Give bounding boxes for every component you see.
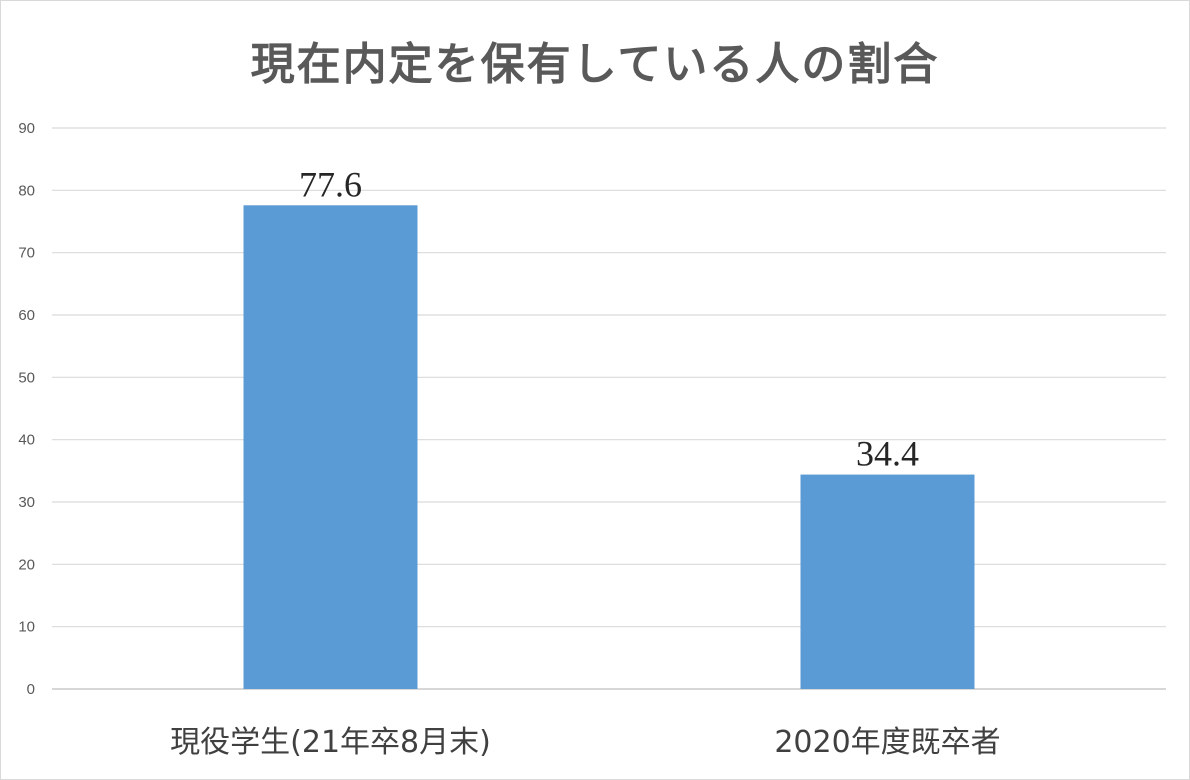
y-tick-label: 40 [18,432,35,449]
data-label-2: 34.4 [856,434,919,474]
category-label-1: 現役学生(21年卒8月末) [170,725,491,760]
bars [243,205,975,689]
y-tick-label: 50 [18,369,35,386]
y-tick-label: 80 [18,182,35,199]
bar-2 [800,474,975,689]
category-label-2: 2020年度既卒者 [774,725,1000,760]
category-labels: 現役学生(21年卒8月末) 2020年度既卒者 [170,725,1001,760]
y-tick-label: 20 [18,556,35,573]
y-tick-label: 60 [18,307,35,324]
gridlines [52,127,1166,690]
y-tick-label: 10 [18,619,35,636]
y-tick-label: 0 [27,681,35,698]
chart-title: 現在内定を保有している人の割合 [250,39,940,90]
bar-1 [243,205,418,689]
data-label-1: 77.6 [299,164,362,204]
data-labels: 77.6 34.4 [299,164,919,473]
y-tick-label: 30 [18,494,35,511]
y-tick-label: 70 [18,245,35,262]
y-axis-ticks: 0 10 20 30 40 50 60 70 80 90 [18,120,35,698]
y-tick-label: 90 [18,120,35,137]
